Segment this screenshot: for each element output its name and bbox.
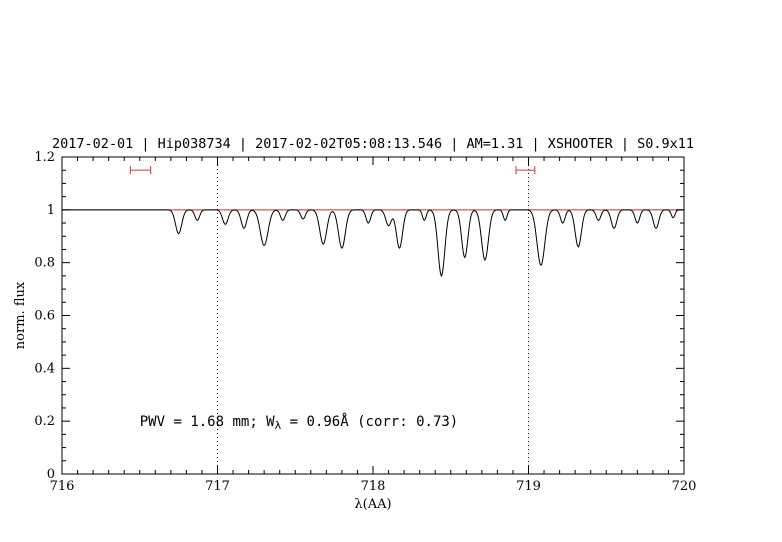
- x-tick-label: 716: [50, 479, 75, 494]
- pwv-annotation: PWV = 1.68 mm; Wλ = 0.96Å (corr: 0.73): [140, 413, 459, 432]
- y-tick-label: 0: [47, 467, 55, 482]
- y-tick-label: 1: [47, 203, 55, 218]
- pwv-annotation-suffix: = 0.96Å (corr: 0.73): [281, 413, 458, 430]
- band-marker-0: [129, 166, 152, 175]
- band-marker-1: [515, 166, 536, 175]
- x-tick-label: 720: [672, 479, 697, 494]
- y-tick-label: 0.2: [34, 414, 55, 429]
- y-axis-label: norm. flux: [13, 281, 28, 349]
- y-tick-label: 0.8: [34, 256, 55, 271]
- x-tick-label: 717: [205, 479, 230, 494]
- x-axis-label: λ(AA): [354, 497, 391, 512]
- chart-title: 2017-02-01 | Hip038734 | 2017-02-02T05:0…: [52, 136, 694, 152]
- pwv-annotation-prefix: PWV = 1.68 mm; W: [140, 414, 275, 430]
- x-tick-label: 719: [516, 479, 541, 494]
- y-tick-label: 0.6: [34, 309, 55, 324]
- y-tick-label: 1.2: [34, 150, 55, 165]
- x-tick-label: 718: [361, 479, 386, 494]
- spectrum-curve: [62, 209, 684, 278]
- y-tick-label: 0.4: [34, 361, 55, 376]
- pwv-annotation-subscript: λ: [275, 419, 282, 432]
